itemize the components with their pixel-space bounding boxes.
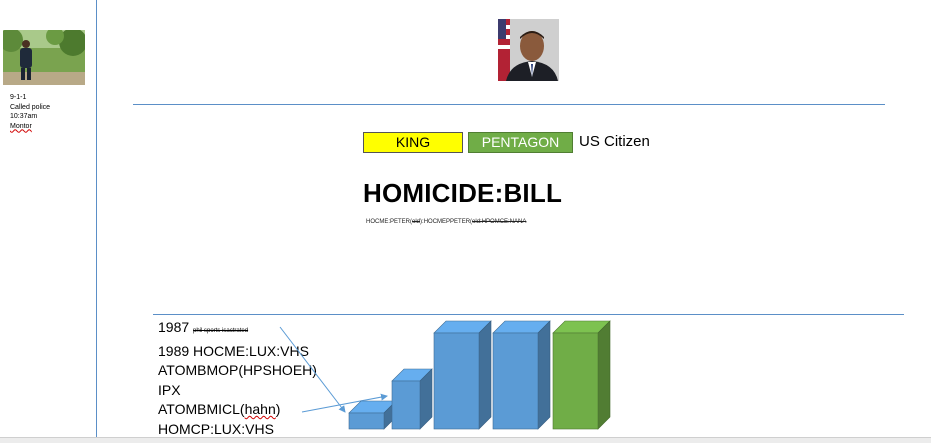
- timeline-item-2: 1989 HOCME:LUX:VHS: [158, 342, 309, 359]
- timeline-item-4: IPX: [158, 381, 181, 398]
- timeline-item-5-mid: hahn: [244, 401, 276, 417]
- notes-line-3: 10:37am: [10, 113, 38, 120]
- bar-side-face: [537, 320, 551, 430]
- pentagon-tag[interactable]: PENTAGON: [468, 132, 573, 153]
- notes-line-4: Montor: [10, 122, 32, 130]
- subtitle-part-2: ):HOCMEPPETER(: [420, 219, 473, 225]
- subtitle-part-1: HOCME:PETER(: [366, 219, 413, 225]
- officer-photo[interactable]: [3, 30, 85, 85]
- arrow-to-second-bar: [301, 393, 388, 413]
- bar-side-face: [478, 320, 492, 430]
- timeline-item-3: ATOMBMOP(HPSHOEH): [158, 362, 317, 378]
- bar-2[interactable]: [391, 368, 433, 430]
- citizen-label: US Citizen: [579, 133, 650, 150]
- bar-4[interactable]: [492, 320, 551, 430]
- timeline-list: 1987 phil sports isactrated 1989 HOCME:L…: [158, 318, 317, 439]
- officer-photo-art: [3, 30, 85, 85]
- top-divider: [133, 104, 885, 105]
- left-margin-rule: [96, 0, 97, 442]
- bar-5[interactable]: [552, 320, 611, 430]
- portrait-photo[interactable]: [498, 19, 559, 81]
- bar-front-face: [552, 332, 599, 430]
- portrait-photo-art: [498, 19, 559, 81]
- timeline-item-1: 1987 phil sports isactrated: [158, 318, 317, 342]
- status-strip: [0, 437, 931, 443]
- bar-front-face: [492, 332, 539, 430]
- call-notes: 9-1-1 Called police 10:37am Montor: [10, 93, 50, 131]
- bar-front-face: [433, 332, 480, 430]
- bar-3[interactable]: [433, 320, 492, 430]
- timeline-item-5-prefix: ATOMBMICL(: [158, 401, 245, 417]
- subtitle-strike-1: old: [412, 219, 421, 225]
- timeline-item-1-year: 1987: [158, 319, 194, 335]
- page-subtitle: HOCME:PETER(old):HOCMEPPETER(old:HPOMCE:…: [366, 219, 526, 225]
- bar-1[interactable]: [348, 400, 397, 430]
- notes-line-1: 9-1-1: [10, 94, 27, 101]
- king-tag[interactable]: KING: [363, 132, 463, 153]
- bar-chart: [348, 320, 611, 430]
- page-title: HOMICIDE:BILL: [363, 178, 563, 208]
- timeline-item-6: HOMCP:LUX:VHS: [158, 420, 274, 437]
- timeline-item-5-suffix: ): [275, 401, 281, 417]
- subtitle-strike-2: old:HPOMCE:NANA: [472, 219, 527, 225]
- arrow-to-small-bar: [279, 326, 346, 413]
- bar-front-face: [348, 412, 385, 430]
- notes-line-2: Called police: [10, 103, 51, 111]
- bar-front-face: [391, 380, 421, 430]
- timeline-item-5: ATOMBMICL(hahn): [158, 400, 317, 420]
- bar-side-face: [597, 320, 611, 430]
- lower-divider: [153, 314, 904, 315]
- timeline-item-1-note: phil sports isactrated: [193, 328, 249, 334]
